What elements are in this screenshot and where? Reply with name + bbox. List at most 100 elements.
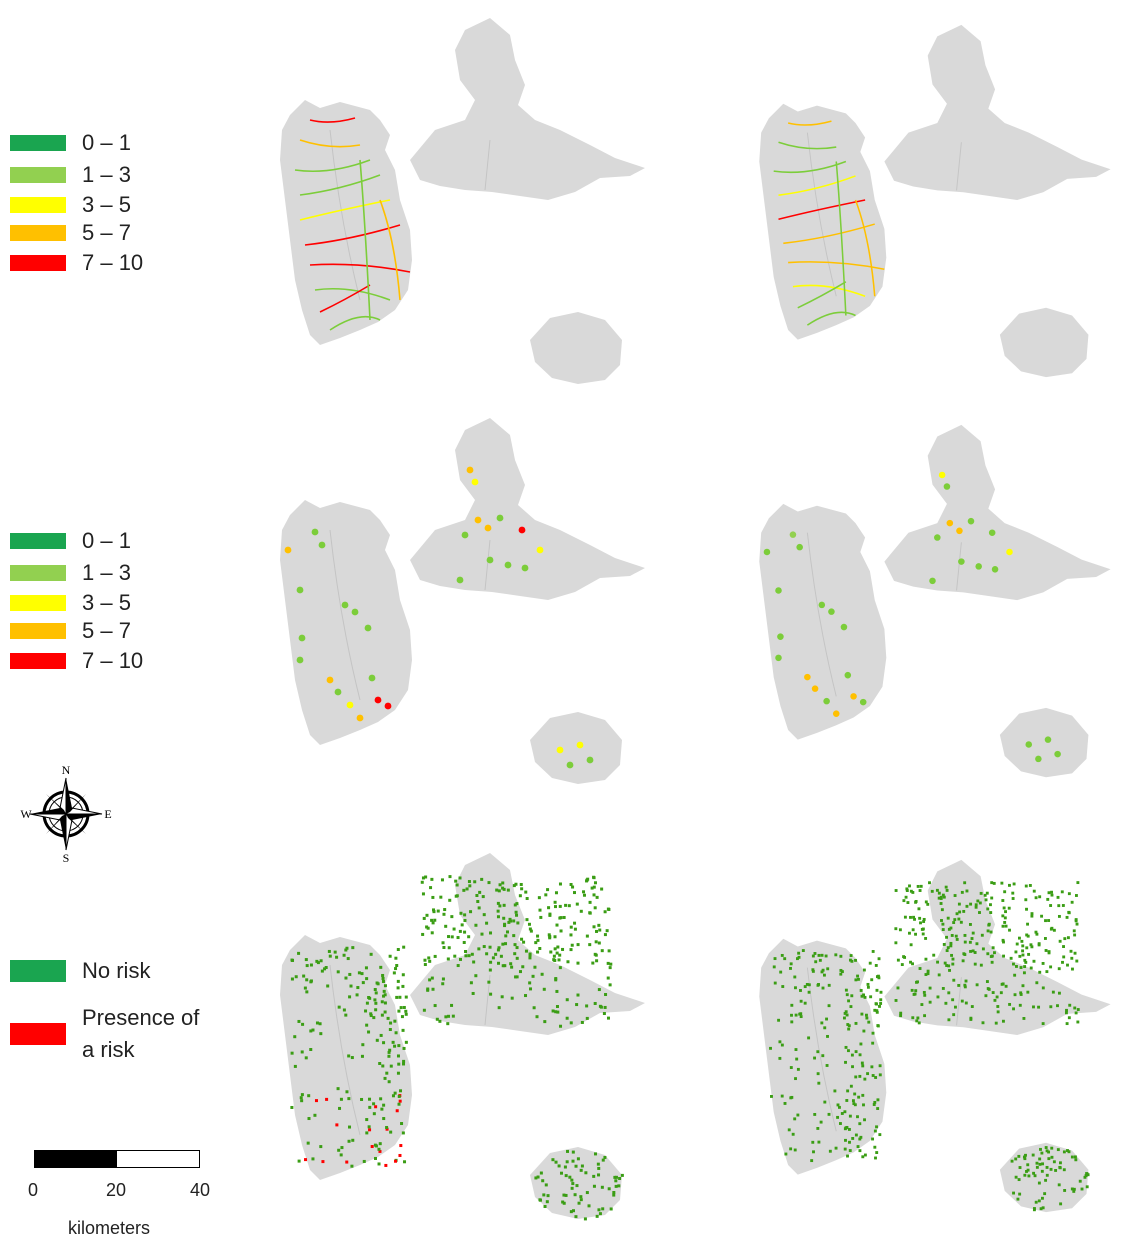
- land-cover-cell: [875, 1010, 879, 1014]
- land-cover-cell: [1035, 1165, 1039, 1169]
- land-cover-cell: [790, 1020, 794, 1024]
- land-cover-cell: [820, 970, 824, 974]
- land-cover-cell: [502, 916, 506, 920]
- land-cover-cell: [947, 964, 951, 968]
- land-cover-cell: [846, 1089, 850, 1093]
- land-cover-cell: [489, 960, 493, 964]
- monitoring-point: [934, 534, 941, 541]
- land-cover-cell: [875, 1009, 879, 1013]
- land-cover-cell: [401, 984, 405, 988]
- land-cover-cell: [305, 964, 309, 968]
- land-cover-cell: [920, 927, 924, 931]
- land-cover-cell: [503, 964, 507, 968]
- monitoring-point: [296, 656, 304, 664]
- land-cover-cell: [905, 889, 909, 892]
- land-cover-cell: [962, 909, 966, 913]
- land-cover-cell: [833, 1089, 837, 1093]
- land-cover-cell: [1070, 956, 1074, 960]
- land-cover-cell: [335, 1123, 339, 1127]
- land-cover-cell: [1067, 1016, 1071, 1020]
- land-cover-cell: [382, 989, 386, 993]
- land-cover-cell: [465, 887, 469, 891]
- land-cover-cell: [447, 935, 451, 939]
- land-cover-cell: [969, 1018, 973, 1021]
- land-cover-cell: [942, 895, 946, 899]
- land-cover-cell: [579, 1198, 583, 1202]
- land-cover-cell: [319, 1032, 323, 1036]
- land-cover-cell: [807, 983, 811, 987]
- land-cover-cell: [554, 1010, 558, 1014]
- land-cover-cell: [1057, 967, 1061, 971]
- land-cover-cell: [571, 885, 575, 889]
- land-cover-cell: [538, 908, 542, 912]
- river-segment: [783, 223, 875, 245]
- land-cover-cell: [1072, 929, 1076, 933]
- land-cover-cell: [339, 1097, 343, 1101]
- land-cover-cell: [1018, 1003, 1022, 1007]
- land-cover-cell: [983, 893, 987, 897]
- land-cover-cell: [597, 1208, 601, 1212]
- land-cover-cell: [900, 963, 904, 967]
- land-cover-cell: [592, 1174, 596, 1178]
- land-cover-cell: [1070, 900, 1074, 904]
- land-cover-cell: [1030, 912, 1034, 916]
- land-cover-cell: [844, 988, 848, 992]
- legend-item: 7 – 10: [10, 650, 143, 672]
- land-cover-cell: [373, 1156, 377, 1160]
- land-cover-cell: [984, 898, 988, 902]
- land-cover-cell: [571, 1182, 575, 1186]
- land-cover-cell: [1015, 964, 1018, 968]
- land-cover-cell: [973, 962, 977, 966]
- land-cover-cell: [1075, 959, 1079, 963]
- land-cover-cell: [554, 891, 558, 895]
- land-cover-cell: [1026, 922, 1029, 926]
- land-cover-cell: [851, 1136, 855, 1140]
- river-segment: [299, 139, 361, 148]
- land-cover-cell: [548, 913, 552, 917]
- land-cover-cell: [549, 950, 553, 954]
- land-cover-cell: [937, 973, 941, 977]
- land-cover-cell: [373, 988, 377, 992]
- land-cover-cell: [365, 1131, 369, 1135]
- land-cover-cell: [914, 900, 918, 904]
- land-cover-cell: [553, 947, 557, 951]
- land-cover-cell: [909, 915, 912, 919]
- swatch-1-3: [10, 167, 66, 183]
- land-cover-cell: [499, 954, 503, 958]
- swatch-5-7: [10, 225, 66, 241]
- land-cover-cell: [382, 1117, 386, 1121]
- land-cover-cell: [1047, 1150, 1051, 1154]
- land-cover-cell: [1067, 1150, 1071, 1154]
- land-cover-cell: [421, 876, 425, 880]
- land-cover-cell: [462, 940, 466, 944]
- land-cover-cell: [985, 891, 989, 895]
- land-cover-cell: [494, 952, 498, 956]
- monitoring-point: [384, 702, 392, 710]
- land-cover-cell: [1076, 1020, 1080, 1024]
- land-cover-cell: [840, 1112, 844, 1115]
- land-cover-cell: [379, 1033, 383, 1037]
- land-cover-cell: [779, 970, 783, 974]
- land-cover-cell: [952, 1013, 956, 1017]
- land-cover-cell: [290, 977, 294, 981]
- land-cover-cell: [1025, 1170, 1028, 1173]
- land-cover-cell: [423, 963, 427, 967]
- land-cover-cell: [960, 999, 964, 1003]
- swatch-0-1: [10, 533, 66, 549]
- island-outlines: [759, 424, 1111, 778]
- land-cover-cell: [843, 1110, 847, 1114]
- land-cover-cell: [303, 986, 307, 990]
- land-cover-cell: [559, 1024, 563, 1028]
- land-cover-cell: [963, 983, 967, 987]
- land-cover-cell: [1062, 1150, 1066, 1154]
- land-cover-cell: [513, 903, 517, 907]
- land-cover-cell: [827, 1004, 831, 1008]
- land-cover-cell: [948, 968, 951, 972]
- land-cover-cell: [430, 918, 434, 922]
- monitoring-point: [368, 674, 376, 682]
- land-cover-cell: [351, 946, 355, 950]
- land-cover-cell: [970, 1005, 974, 1008]
- land-cover-cell: [368, 1097, 372, 1101]
- river-segment: [778, 141, 837, 150]
- land-cover-cell: [798, 1012, 802, 1016]
